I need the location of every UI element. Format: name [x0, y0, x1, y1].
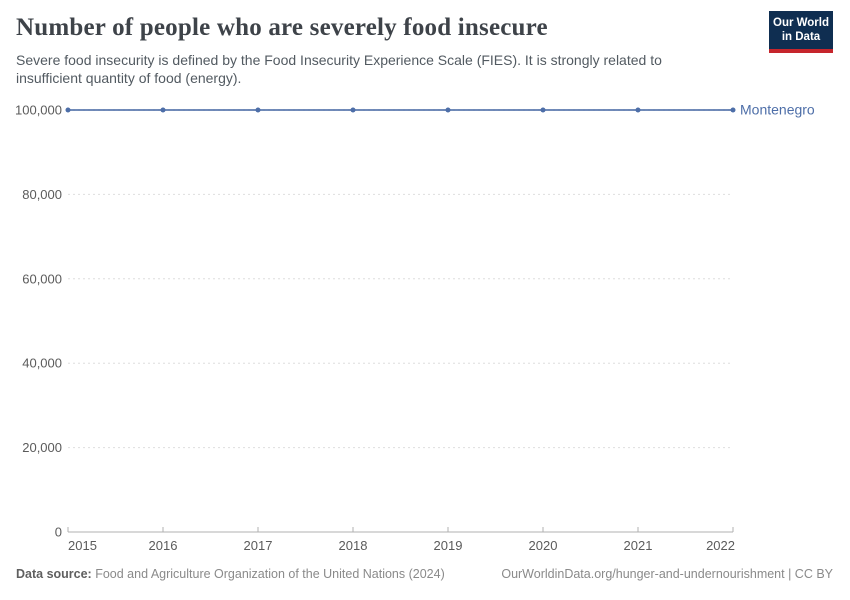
- data-point-2020[interactable]: [540, 107, 546, 113]
- y-axis-label: 60,000: [22, 271, 62, 286]
- y-axis-label: 0: [55, 525, 62, 540]
- series-label[interactable]: Montenegro: [740, 102, 815, 118]
- data-point-2019[interactable]: [445, 107, 451, 113]
- chart-subtitle: Severe food insecurity is defined by the…: [16, 52, 662, 87]
- data-source-text: Food and Agriculture Organization of the…: [95, 567, 445, 581]
- data-point-2018[interactable]: [350, 107, 356, 113]
- line-chart-canvas[interactable]: 0 20,000 40,000 60,000 80,000 100,000 2015 2016…: [0, 95, 850, 555]
- data-point-2015[interactable]: [65, 107, 71, 113]
- credit-link[interactable]: OurWorldinData.org/hunger-and-undernouri…: [501, 567, 833, 581]
- page-title: Number of people who are severely food i…: [16, 14, 548, 41]
- data-point-2022[interactable]: [730, 107, 736, 113]
- x-axis-label: 2021: [624, 538, 653, 553]
- x-axis-label: 2016: [149, 538, 178, 553]
- x-axis-label: 2018: [339, 538, 368, 553]
- data-source: Data source: Food and Agriculture Organi…: [16, 567, 445, 581]
- x-axis-label: 2017: [244, 538, 273, 553]
- y-axis-label: 20,000: [22, 440, 62, 455]
- data-point-2016[interactable]: [160, 107, 166, 113]
- y-axis-label: 40,000: [22, 356, 62, 371]
- y-axis-label: 100,000: [15, 103, 62, 118]
- chart-footer: Data source: Food and Agriculture Organi…: [16, 567, 833, 581]
- data-point-2017[interactable]: [255, 107, 261, 113]
- chart-header: Number of people who are severely food i…: [16, 11, 834, 87]
- data-point-2021[interactable]: [635, 107, 641, 113]
- x-axis-label: 2020: [529, 538, 558, 553]
- owid-logo[interactable]: Our World in Data: [769, 11, 833, 53]
- owid-logo-line2: in Data: [781, 30, 821, 43]
- x-axis-label: 2015: [68, 538, 97, 553]
- owid-logo-line1: Our World: [773, 17, 830, 29]
- x-axis-label: 2019: [434, 538, 463, 553]
- y-axis-label: 80,000: [22, 187, 62, 202]
- x-axis-label: 2022: [706, 538, 735, 553]
- data-source-label: Data source:: [16, 567, 92, 581]
